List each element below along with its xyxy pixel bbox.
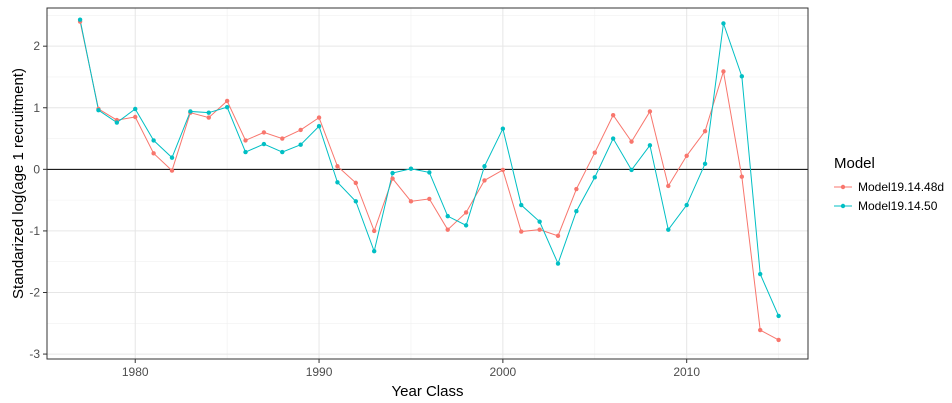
series-2-point [739,74,745,79]
series-2-point [574,209,579,214]
legend-title: Model [834,155,875,172]
y-tick-label: -2 [29,285,40,299]
series-2-point [537,219,542,224]
series-1-point [537,227,542,232]
series-1-point [206,115,211,120]
series-1-point [316,115,322,120]
x-axis-title: Year Class [392,383,464,400]
series-2-point [390,170,395,176]
series-2-point [261,141,267,147]
series-2-point [592,175,597,180]
y-tick-label: -1 [29,224,40,238]
series-2-point [555,261,561,266]
series-1-point [408,199,414,204]
series-2-point [188,109,193,114]
series-1-point [666,183,671,189]
series-1-point [133,114,138,120]
series-2-point [206,110,211,115]
series-1-point [243,138,248,143]
series-1-point [335,164,340,169]
series-1-point [574,186,579,192]
y-tick-label: 1 [33,101,40,115]
series-1-point [463,210,469,215]
series-1-point [280,136,285,141]
series-line-2 [79,19,780,317]
legend-key-point [840,203,846,209]
series-2-point [666,227,671,232]
series-2-point [316,124,322,129]
series-1-point [445,227,450,232]
series-1-point [353,180,359,186]
series-2-point [77,17,83,22]
legend-key-point [840,184,846,190]
series-2-point [96,108,101,113]
x-tick-label: 1990 [306,365,333,379]
series-2-point [629,167,634,173]
series-1-point [371,228,377,234]
series-1-point [758,327,763,333]
series-1-point [629,139,634,144]
x-tick-label: 2010 [673,365,700,379]
legend-label: Model19.14.50 [858,199,938,213]
series-2-point [463,223,469,228]
series-2-point [298,142,303,147]
series-2-point [335,180,340,185]
series-2-point [519,202,524,208]
series-2-point [114,120,120,125]
series-1-point [298,127,303,133]
x-tick-label: 1980 [122,365,149,379]
series-1-point [500,167,506,173]
series-1-point [224,98,230,104]
series-2-point [243,149,248,155]
series-2-point [445,213,450,219]
series-1-point [482,178,487,183]
series-2-point [721,21,726,26]
series-1-point [592,150,597,155]
series-1-point [169,168,175,173]
series-2-point [500,126,506,131]
series-2-point [647,143,653,148]
series-1-point [261,130,267,135]
x-axis-ticks: 1980 1990 2000 2010 [122,359,700,379]
series-1-point [519,229,524,234]
series-1-point [427,196,432,202]
series-1-point [776,337,781,343]
y-axis-title: Standarized log(age 1 recruitment) [10,68,27,299]
series-1-point [555,233,561,239]
y-tick-label: 2 [33,39,40,53]
series-2-point [371,249,377,254]
series-2-point [169,155,175,160]
y-tick-label: -3 [29,347,40,361]
series-2-point [758,271,763,277]
series-2-point [151,138,156,143]
series-2-point [610,136,616,141]
series-2-point [482,164,487,169]
series-1-point [739,174,745,179]
legend: Model Model19.14.48d Model19.14.50 [834,155,944,213]
series-1-point [702,128,708,134]
series-2-point [427,170,432,175]
series-1-point [151,151,156,156]
grid-lines [47,8,808,359]
series-2-point [776,313,781,319]
series-2-point [280,149,285,155]
series-1-point [610,112,616,118]
series-2-point [408,166,414,171]
y-axis-ticks: -3 -2 -1 0 1 2 [29,39,47,361]
series-1-point [684,153,689,158]
series-1-point [647,109,653,114]
series-2-point [224,104,230,110]
series-2-point [684,202,689,208]
series-2-point [353,199,359,204]
x-tick-label: 2000 [490,365,517,379]
y-tick-label: 0 [33,162,40,176]
series-1-point [721,69,726,74]
legend-label: Model19.14.48d [858,180,944,194]
series-2-point [702,161,708,166]
series-1-point [390,176,395,181]
plot-panel-border [46,7,809,360]
series-2-point [133,106,138,112]
series-layer [77,17,781,343]
